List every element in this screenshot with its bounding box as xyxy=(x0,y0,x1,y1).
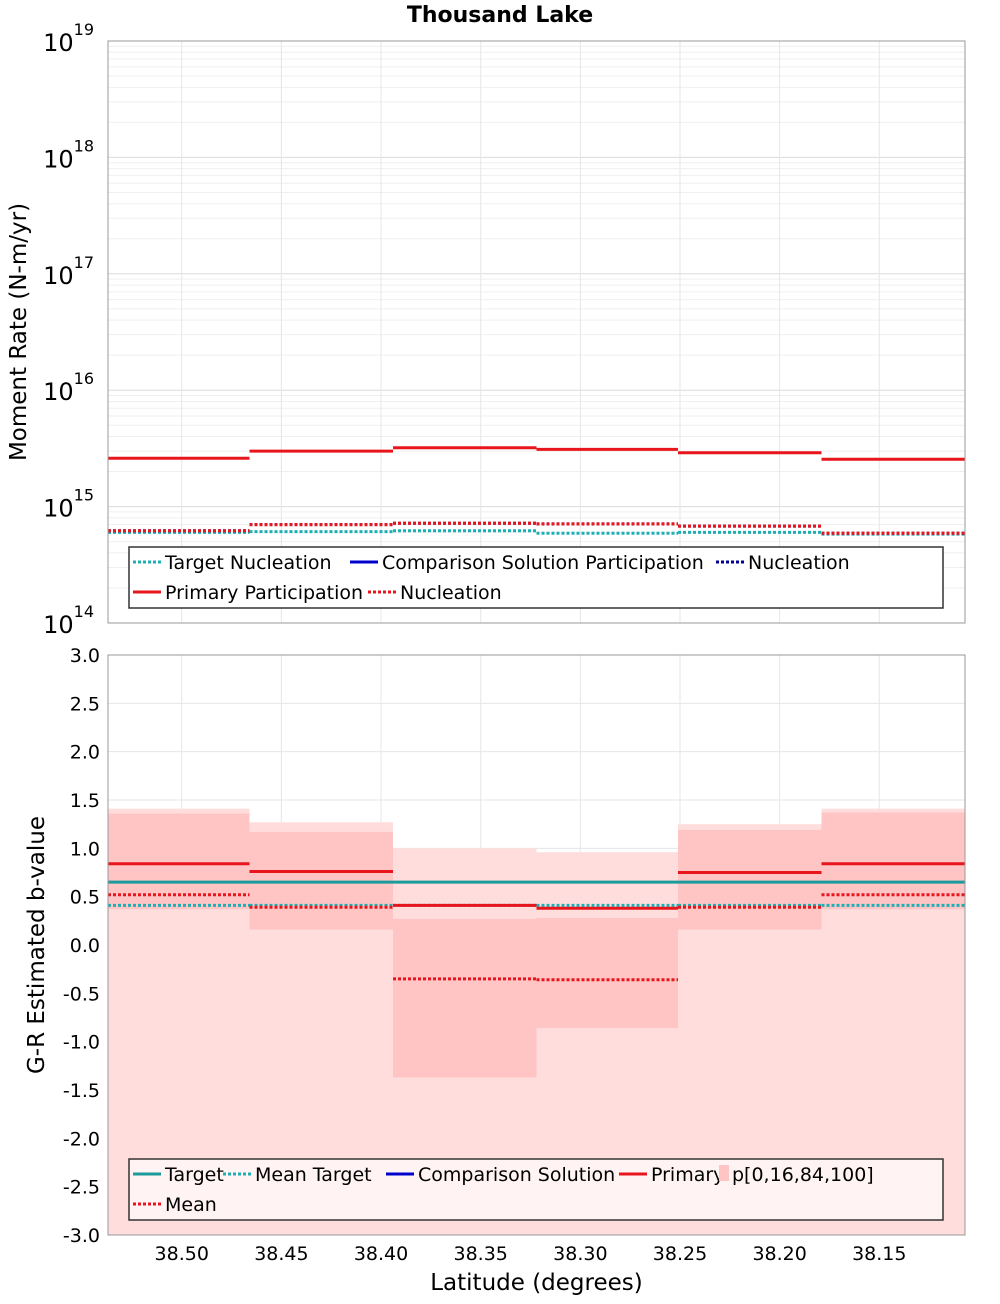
y-tick-label: 1.5 xyxy=(70,790,100,812)
y-tick-label: -2.5 xyxy=(63,1177,100,1199)
x-tick-label: 38.20 xyxy=(752,1243,806,1265)
y-tick-label: 1016 xyxy=(43,369,94,406)
y-tick-label: 1018 xyxy=(43,136,94,173)
legend-label: Target Nucleation xyxy=(164,552,332,574)
x-axis-label: Latitude (degrees) xyxy=(430,1270,643,1296)
y-tick-label: 1015 xyxy=(43,486,94,523)
legend-label: Target xyxy=(164,1164,224,1186)
legend-box xyxy=(128,546,944,609)
chart-title: Thousand Lake xyxy=(407,3,593,28)
x-tick-label: 38.35 xyxy=(453,1243,507,1265)
plot-border-1 xyxy=(107,40,966,624)
x-tick-label: 38.15 xyxy=(852,1243,906,1265)
x-tick-label: 38.30 xyxy=(553,1243,607,1265)
moment-rate-panel: 1014 1015 1016 1017 1018 1019 Moment Rate (N-m… xyxy=(6,20,966,639)
y-tick-label: -3.0 xyxy=(63,1225,100,1247)
legend-box xyxy=(128,1158,944,1221)
legend-swatch xyxy=(719,1165,729,1181)
y-tick-label: -2.0 xyxy=(63,1128,100,1150)
plot-area-1 xyxy=(108,41,965,623)
legend-label: Primary Participation xyxy=(165,582,363,604)
legend-label: Nucleation xyxy=(400,582,502,604)
y-tick-label: 3.0 xyxy=(70,645,100,667)
band-p16-p84 xyxy=(678,829,822,930)
legend-label: Mean Target xyxy=(255,1164,372,1186)
b-value-panel: 3.0 2.5 2.0 1.5 1.0 0.5 0.0 -0.5 -1.0 -1.5 -2.0 -2.… xyxy=(24,645,966,1296)
x-tick-label: 38.40 xyxy=(354,1243,408,1265)
y-tick-label: 1014 xyxy=(43,602,94,639)
y-tick-label: -1.0 xyxy=(63,1032,100,1054)
y-tick-label: 1019 xyxy=(43,20,94,57)
y-tick-label: 0.0 xyxy=(70,935,100,957)
y-tick-label: 0.5 xyxy=(70,887,100,909)
x-tick-label: 38.45 xyxy=(254,1243,308,1265)
legend-label: Mean xyxy=(165,1194,217,1216)
y-axis-label-1: Moment Rate (N-m/yr) xyxy=(6,203,32,461)
band-p16-p84 xyxy=(393,918,537,1078)
y-tick-label: 2.0 xyxy=(70,742,100,764)
legend-label: Primary xyxy=(651,1164,724,1186)
legend-label: Comparison Solution Participation xyxy=(382,552,704,574)
legend-label: Comparison Solution xyxy=(418,1164,615,1186)
y-tick-label: -0.5 xyxy=(63,983,100,1005)
y-tick-label: -1.5 xyxy=(63,1080,100,1102)
y-tick-label: 1.0 xyxy=(70,838,100,860)
y-axis-label-2: G-R Estimated b-value xyxy=(24,816,50,1074)
band-p16-p84 xyxy=(821,812,965,910)
legend-1: Target Nucleation Comparison Solution Par… xyxy=(128,546,944,609)
legend-2: Target Mean Target Comparison Solution Prim… xyxy=(128,1158,944,1221)
legend-label: Nucleation xyxy=(748,552,850,574)
x-tick-label: 38.50 xyxy=(155,1243,209,1265)
plot-border-2 xyxy=(107,654,966,1236)
y-tick-label: 2.5 xyxy=(70,693,100,715)
y-tick-label: 1017 xyxy=(43,253,94,290)
legend-label: p[0,16,84,100] xyxy=(732,1164,874,1186)
band-p16-p84 xyxy=(536,917,679,1029)
x-tick-label: 38.25 xyxy=(653,1243,707,1265)
